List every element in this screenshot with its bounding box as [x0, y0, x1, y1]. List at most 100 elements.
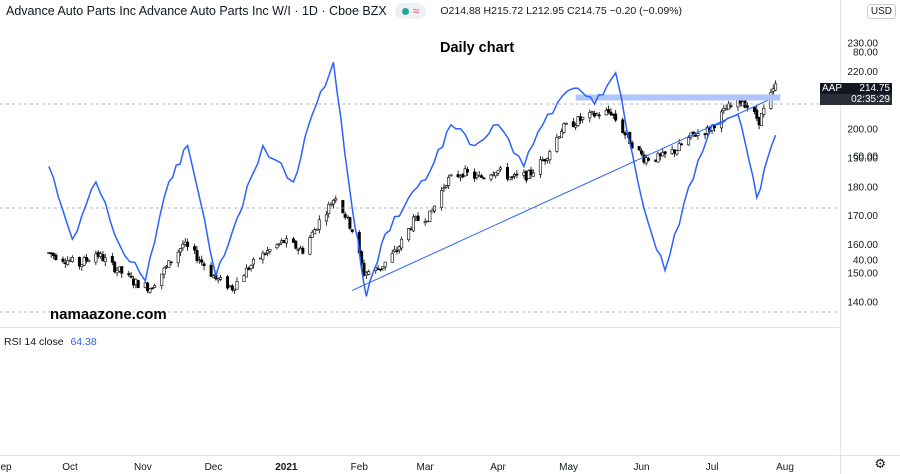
candle	[296, 249, 300, 251]
currency-button[interactable]: USD	[866, 4, 896, 19]
candle	[103, 257, 107, 262]
rsi-tick-label: 80.00	[853, 48, 878, 59]
candle	[473, 171, 477, 179]
candle	[94, 253, 98, 263]
wave-icon: ≈	[412, 4, 420, 18]
candle	[491, 174, 495, 176]
candle	[70, 257, 74, 262]
candle	[162, 267, 166, 275]
candle	[430, 209, 434, 213]
candle	[54, 254, 58, 260]
candle	[96, 251, 100, 257]
candle	[581, 116, 585, 120]
candle	[741, 101, 745, 107]
candle	[719, 111, 723, 129]
candle	[414, 216, 418, 219]
candle	[362, 262, 366, 276]
candle	[68, 260, 72, 262]
candle	[244, 267, 248, 278]
candle	[263, 253, 267, 256]
candle	[647, 158, 651, 161]
candle	[703, 133, 707, 136]
candle	[745, 105, 749, 108]
candle	[722, 108, 726, 111]
candle	[301, 247, 305, 254]
candle	[381, 266, 385, 269]
candle	[228, 285, 232, 288]
candle	[87, 260, 91, 263]
candle	[529, 169, 533, 176]
candle	[538, 159, 542, 175]
candle	[640, 150, 644, 155]
candle	[409, 228, 413, 231]
candle	[181, 244, 185, 249]
rsi-line[interactable]	[48, 62, 777, 297]
candle	[395, 250, 399, 252]
candle	[261, 252, 265, 260]
candle	[571, 121, 575, 128]
price-tick-label: 190.00	[847, 154, 878, 165]
candle	[327, 203, 331, 214]
candle	[590, 111, 594, 113]
time-tick-label: Feb	[351, 462, 369, 473]
time-tick-label: Jul	[706, 462, 719, 473]
candle	[219, 277, 223, 280]
candle	[249, 265, 253, 269]
candle	[442, 187, 446, 190]
candles-group	[47, 80, 778, 294]
candle	[727, 103, 731, 110]
time-tick-label: Dec	[205, 462, 223, 473]
candle	[127, 273, 131, 276]
candle	[183, 241, 187, 245]
candle	[597, 114, 601, 117]
price-tick-label: 150.00	[847, 269, 878, 280]
candle	[663, 151, 667, 155]
candle	[167, 260, 171, 268]
candle	[343, 213, 347, 218]
candle	[310, 231, 314, 238]
candle	[216, 278, 220, 281]
candle	[280, 240, 284, 243]
candle	[99, 253, 103, 257]
candle	[148, 288, 152, 293]
price-tag: AAP 214.75	[820, 83, 892, 94]
candle	[101, 254, 105, 262]
candle	[480, 175, 484, 178]
time-tick-label: Jun	[633, 462, 649, 473]
gear-icon[interactable]: ⚙	[874, 456, 886, 471]
candle	[317, 219, 321, 230]
candle	[169, 261, 173, 264]
candle	[186, 241, 190, 247]
candle	[592, 113, 596, 117]
candle	[294, 240, 298, 249]
status-pill[interactable]: ≈	[394, 3, 427, 19]
support-trendline[interactable]	[352, 94, 781, 291]
candle	[346, 215, 350, 218]
candle	[729, 105, 733, 107]
candle	[433, 205, 437, 212]
candle	[110, 256, 114, 263]
symbol-title[interactable]: Advance Auto Parts Inc Advance Auto Part…	[6, 4, 387, 18]
candle	[425, 220, 429, 223]
price-tick-label: 180.00	[847, 182, 878, 193]
overlays-group	[352, 94, 781, 291]
candle	[447, 177, 451, 186]
candle	[578, 116, 582, 121]
rsi-legend[interactable]: RSI 14 close 64.38	[4, 336, 97, 348]
candle	[557, 136, 561, 139]
candle	[675, 150, 679, 155]
candle	[440, 190, 444, 208]
candle	[164, 265, 168, 268]
candle	[755, 109, 759, 119]
candle	[378, 268, 382, 271]
green-dot-icon	[401, 7, 409, 15]
candle	[324, 214, 328, 222]
candle	[543, 159, 547, 162]
candle	[465, 168, 469, 173]
candle	[494, 172, 498, 177]
candle	[47, 252, 51, 254]
candle	[209, 264, 213, 277]
time-axis: ep Oct Nov Dec 2021 Feb Mar Apr May Jun Jul Aug	[0, 462, 793, 473]
candle	[376, 268, 380, 270]
candle	[489, 174, 493, 180]
